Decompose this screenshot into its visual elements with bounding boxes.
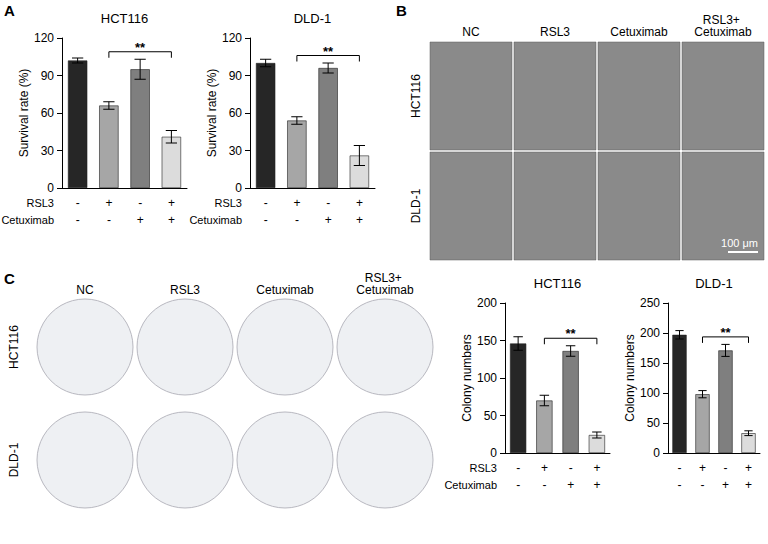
svg-text:-: - (516, 461, 520, 475)
svg-text:NC: NC (76, 283, 94, 297)
svg-text:0: 0 (47, 181, 54, 195)
svg-text:DLD-1: DLD-1 (409, 188, 423, 223)
svg-text:HCT116: HCT116 (7, 325, 21, 369)
svg-text:-: - (678, 478, 682, 492)
svg-text:HCT116: HCT116 (409, 74, 423, 118)
svg-text:HCT116: HCT116 (534, 276, 581, 291)
svg-text:Survival rate (%): Survival rate (%) (205, 69, 219, 158)
svg-text:+: + (356, 196, 363, 210)
svg-text:NC: NC (462, 25, 480, 39)
svg-text:Colony numbers: Colony numbers (623, 334, 637, 421)
svg-text:-: - (76, 213, 80, 227)
svg-text:-: - (678, 461, 682, 475)
svg-text:DLD-1: DLD-1 (7, 442, 21, 477)
svg-text:90: 90 (41, 69, 55, 83)
svg-text:+: + (105, 196, 112, 210)
svg-text:90: 90 (229, 69, 243, 83)
svg-text:-: - (569, 461, 573, 475)
svg-text:C: C (4, 270, 15, 287)
svg-text:+: + (168, 196, 175, 210)
svg-text:Colony numbers: Colony numbers (460, 334, 474, 421)
svg-text:0: 0 (235, 181, 242, 195)
svg-text:**: ** (135, 40, 146, 55)
svg-text:Cetuximab: Cetuximab (610, 25, 668, 39)
svg-text:120: 120 (34, 31, 54, 45)
svg-text:+: + (325, 213, 332, 227)
svg-text:Cetuximab: Cetuximab (1, 214, 54, 226)
svg-text:B: B (396, 2, 407, 19)
svg-text:Survival rate (%): Survival rate (%) (17, 69, 31, 158)
svg-text:100: 100 (477, 371, 497, 385)
svg-text:-: - (138, 196, 142, 210)
svg-text:-: - (107, 213, 111, 227)
svg-text:+: + (722, 478, 729, 492)
svg-text:200: 200 (477, 296, 497, 310)
svg-text:RSL3: RSL3 (170, 283, 200, 297)
svg-text:DLD-1: DLD-1 (695, 276, 733, 291)
svg-text:HCT116: HCT116 (101, 11, 148, 26)
svg-text:+: + (593, 461, 600, 475)
svg-text:**: ** (323, 44, 334, 59)
svg-text:RSL3: RSL3 (469, 462, 497, 474)
svg-text:120: 120 (222, 31, 242, 45)
svg-text:0: 0 (653, 446, 660, 460)
svg-text:RSL3+: RSL3+ (364, 271, 406, 285)
svg-text:200: 200 (640, 326, 660, 340)
svg-text:**: ** (566, 326, 577, 341)
svg-text:+: + (567, 478, 574, 492)
svg-text:-: - (76, 196, 80, 210)
svg-text:Cetuximab: Cetuximab (356, 283, 414, 297)
svg-text:-: - (264, 213, 268, 227)
svg-text:+: + (745, 461, 752, 475)
svg-text:-: - (542, 478, 546, 492)
svg-text:Cetuximab: Cetuximab (444, 479, 497, 491)
svg-text:-: - (516, 478, 520, 492)
svg-text:+: + (137, 213, 144, 227)
svg-text:100 μm: 100 μm (721, 237, 758, 249)
svg-text:+: + (593, 478, 600, 492)
svg-text:100: 100 (640, 386, 660, 400)
svg-text:Cetuximab: Cetuximab (189, 214, 242, 226)
svg-text:+: + (745, 478, 752, 492)
svg-text:+: + (293, 196, 300, 210)
svg-text:-: - (701, 478, 705, 492)
svg-text:DLD-1: DLD-1 (294, 11, 332, 26)
svg-text:+: + (356, 213, 363, 227)
svg-text:50: 50 (647, 416, 661, 430)
svg-text:+: + (168, 213, 175, 227)
svg-text:-: - (295, 213, 299, 227)
svg-text:60: 60 (229, 106, 243, 120)
svg-text:RSL3: RSL3 (540, 25, 570, 39)
svg-text:Cetuximab: Cetuximab (694, 25, 752, 39)
svg-text:RSL3: RSL3 (214, 197, 242, 209)
svg-text:50: 50 (484, 409, 498, 423)
svg-text:RSL3+: RSL3+ (702, 13, 744, 27)
svg-text:150: 150 (477, 334, 497, 348)
svg-text:A: A (4, 2, 15, 19)
svg-text:30: 30 (41, 144, 55, 158)
svg-text:-: - (264, 196, 268, 210)
svg-text:150: 150 (640, 356, 660, 370)
svg-text:**: ** (720, 325, 731, 340)
svg-text:+: + (541, 461, 548, 475)
svg-text:250: 250 (640, 296, 660, 310)
svg-text:-: - (326, 196, 330, 210)
svg-text:-: - (724, 461, 728, 475)
svg-text:RSL3: RSL3 (26, 197, 54, 209)
svg-text:30: 30 (229, 144, 243, 158)
svg-text:+: + (699, 461, 706, 475)
svg-text:0: 0 (490, 446, 497, 460)
svg-text:60: 60 (41, 106, 55, 120)
svg-text:Cetuximab: Cetuximab (256, 283, 314, 297)
